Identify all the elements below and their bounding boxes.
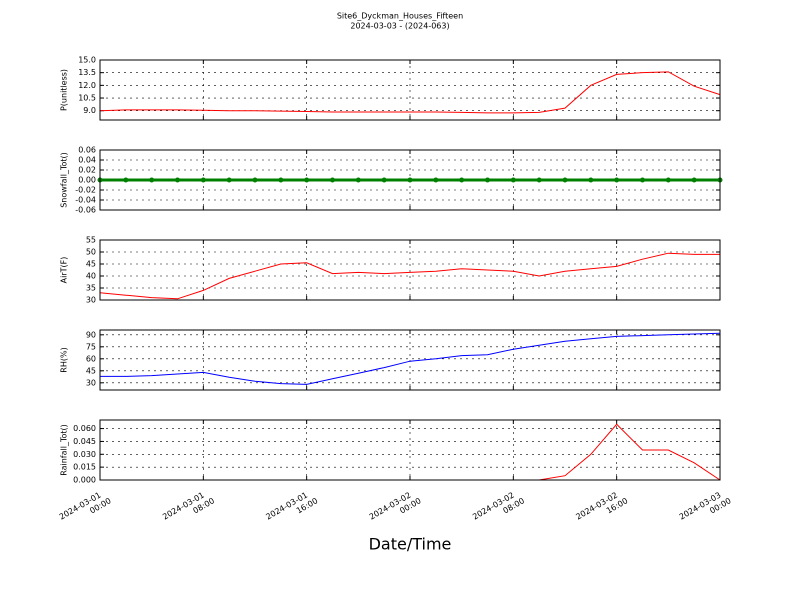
y-axis-label: RH(%) <box>60 347 69 372</box>
data-point <box>330 177 335 183</box>
data-point <box>252 177 258 183</box>
data-point <box>278 177 284 183</box>
plot-frame <box>99 329 721 391</box>
data-point <box>614 177 620 183</box>
y-tick-label: 0.04 <box>78 156 96 165</box>
chart-subtitle: 2024-03-03 - (2024-063) <box>350 22 449 31</box>
y-tick-label: 0.015 <box>73 463 96 472</box>
data-point <box>304 177 310 183</box>
data-point <box>510 177 516 183</box>
y-tick-label: 30 <box>86 296 96 305</box>
y-tick-label: 0.030 <box>73 450 96 459</box>
data-point <box>588 177 594 183</box>
data-point <box>536 177 542 183</box>
data-point <box>149 177 155 183</box>
y-tick-label: 30 <box>86 378 96 387</box>
y-tick-label: 0.06 <box>78 146 96 155</box>
x-tick-label: 2024-03-0300:00 <box>677 487 732 530</box>
y-tick-label: 12.0 <box>78 81 96 90</box>
y-tick-label: 50 <box>86 248 96 257</box>
y-tick-label: 0.00 <box>78 176 96 185</box>
y-tick-label: 0.000 <box>73 476 96 485</box>
x-tick-label: 2024-03-0208:00 <box>471 487 526 530</box>
y-tick-label: 0.060 <box>73 424 96 433</box>
x-axis-label: Date/Time <box>369 535 452 554</box>
data-point <box>459 177 465 183</box>
y-tick-label: 60 <box>86 354 96 363</box>
data-line <box>99 71 721 114</box>
data-point <box>665 177 671 183</box>
data-point <box>226 177 232 183</box>
chart-title: Site6_Dyckman_Houses_Fifteen <box>337 12 463 21</box>
y-tick-label: 15.0 <box>78 56 96 65</box>
y-axis-label: Snowfall_Tot() <box>60 152 69 208</box>
x-tick-label: 2024-03-0108:00 <box>161 487 216 530</box>
y-tick-label: 9.0 <box>83 106 96 115</box>
data-point <box>175 177 180 183</box>
y-tick-label: -0.06 <box>75 206 96 215</box>
x-tick-label: 2024-03-0200:00 <box>367 487 422 530</box>
data-point <box>407 177 413 183</box>
plot-frame <box>99 59 721 121</box>
data-point <box>200 177 206 183</box>
y-tick-label: 90 <box>86 330 96 339</box>
data-point <box>123 177 129 183</box>
y-tick-label: 10.5 <box>78 94 96 103</box>
data-point <box>485 177 490 183</box>
plot-frame <box>99 419 721 481</box>
data-point <box>433 177 439 183</box>
y-axis-label: P(unitless) <box>60 69 69 111</box>
y-tick-label: 55 <box>86 236 96 245</box>
y-tick-label: 13.5 <box>78 68 96 77</box>
y-axis-label: AirT(F) <box>60 257 69 284</box>
plot-frame <box>99 149 721 211</box>
data-point <box>562 177 568 183</box>
data-point <box>355 177 361 183</box>
y-tick-label: 75 <box>86 342 96 351</box>
y-tick-label: 0.02 <box>78 166 96 175</box>
y-axis-label: Rainfall_Tot() <box>60 424 69 476</box>
data-point <box>381 177 387 183</box>
y-tick-label: -0.02 <box>75 186 96 195</box>
data-point <box>640 177 645 183</box>
x-tick-label: 2024-03-0116:00 <box>264 487 319 530</box>
y-tick-label: 45 <box>86 366 96 375</box>
data-point <box>691 177 697 183</box>
data-line <box>100 332 721 385</box>
plot-frame <box>99 239 721 301</box>
y-tick-label: 0.045 <box>73 437 96 446</box>
y-tick-label: 45 <box>86 260 96 269</box>
y-tick-label: 35 <box>86 284 96 293</box>
x-tick-label: 2024-03-0100:00 <box>57 487 112 530</box>
data-line <box>99 252 720 300</box>
y-tick-label: 40 <box>86 272 96 281</box>
y-tick-label: -0.04 <box>75 196 96 205</box>
x-tick-label: 2024-03-0216:00 <box>574 487 629 530</box>
